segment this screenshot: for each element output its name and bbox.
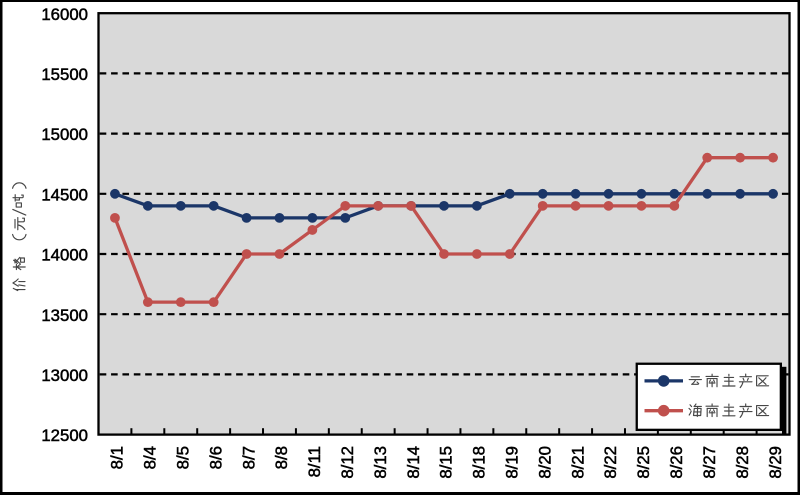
svg-text:8/11: 8/11 <box>305 446 324 477</box>
svg-text:8/8: 8/8 <box>272 446 291 469</box>
svg-text:8/5: 8/5 <box>173 446 192 469</box>
svg-text:8/18: 8/18 <box>470 446 489 479</box>
svg-text:8/25: 8/25 <box>634 446 653 479</box>
svg-text:12500: 12500 <box>41 426 88 445</box>
svg-text:13000: 13000 <box>41 366 88 385</box>
svg-text:8/14: 8/14 <box>404 446 423 479</box>
svg-text:8/29: 8/29 <box>766 446 785 479</box>
svg-text:8/20: 8/20 <box>535 446 554 479</box>
svg-text:14000: 14000 <box>41 246 88 265</box>
svg-text:8/4: 8/4 <box>141 446 160 469</box>
svg-text:8/28: 8/28 <box>733 446 752 479</box>
svg-text:13500: 13500 <box>41 306 88 325</box>
svg-text:8/21: 8/21 <box>568 446 587 479</box>
svg-text:15500: 15500 <box>41 65 88 84</box>
svg-text:8/26: 8/26 <box>667 446 686 479</box>
svg-text:8/6: 8/6 <box>206 446 225 469</box>
svg-text:8/22: 8/22 <box>601 446 620 479</box>
svg-text:8/15: 8/15 <box>437 446 456 479</box>
svg-text:15000: 15000 <box>41 125 88 144</box>
svg-text:8/27: 8/27 <box>700 446 719 479</box>
svg-text:8/19: 8/19 <box>503 446 522 479</box>
svg-text:8/13: 8/13 <box>371 446 390 479</box>
svg-text:8/1: 8/1 <box>108 446 127 469</box>
svg-text:8/7: 8/7 <box>239 446 258 469</box>
svg-text:14500: 14500 <box>41 185 88 204</box>
svg-text:16000: 16000 <box>41 5 88 24</box>
svg-text:8/12: 8/12 <box>338 446 357 479</box>
